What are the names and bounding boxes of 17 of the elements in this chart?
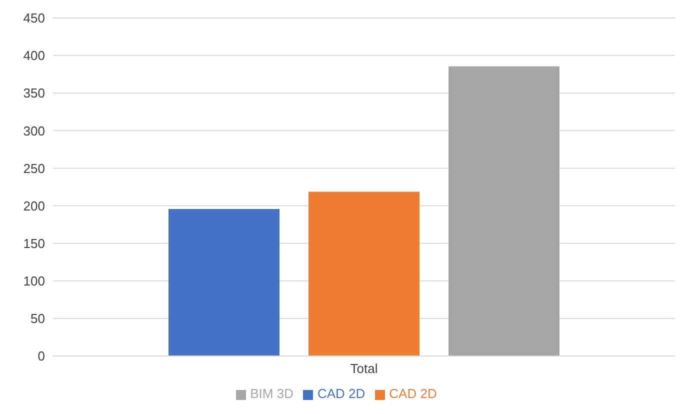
y-tick-label: 350 xyxy=(23,86,45,101)
y-tick-label: 400 xyxy=(23,48,45,64)
bar xyxy=(308,192,420,356)
y-tick-label: 0 xyxy=(38,348,45,364)
legend-label: CAD 2D xyxy=(317,386,366,401)
bar xyxy=(168,209,280,356)
y-tick-label: 150 xyxy=(23,236,45,251)
y-tick-label: 300 xyxy=(23,123,45,138)
legend-label: CAD 2D xyxy=(389,386,437,401)
y-tick-label: 450 xyxy=(23,10,45,26)
y-tick-label: 100 xyxy=(23,274,45,289)
y-tick-label: 50 xyxy=(30,311,45,326)
y-tick-label: 200 xyxy=(23,198,45,214)
x-tick-label: Total xyxy=(350,361,378,376)
y-tick-label: 250 xyxy=(23,160,45,176)
legend-label: BIM 3D xyxy=(250,386,294,401)
bar xyxy=(448,66,560,356)
